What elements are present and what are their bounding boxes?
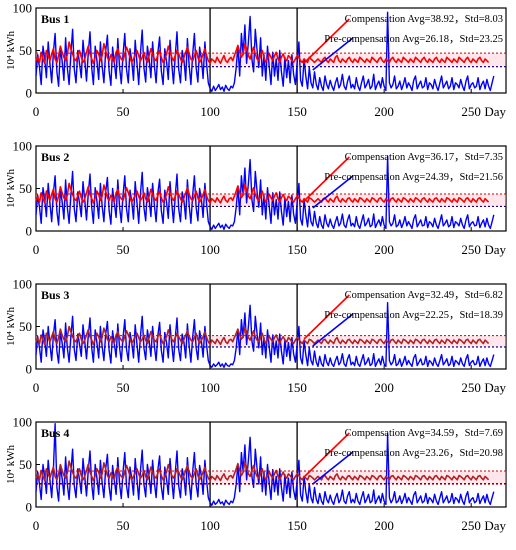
x-tick-label: 250 [461,380,481,395]
y-axis-label: 10⁴ kWh [5,31,17,70]
annotation-arrow-compensation [303,156,350,202]
x-tick-label: 0 [33,242,40,257]
std-band [36,335,506,348]
x-tick-label: 200 [374,380,394,395]
chart-panel-3: Compensation Avg=32.49，Std=6.82 Pre-compe… [5,277,507,395]
x-tick-label: 100 [200,242,220,257]
y-tick-label: 50 [19,319,32,334]
y-tick-label: 50 [19,181,32,196]
annotation-compensation: Compensation Avg=38.92，Std=8.03 [345,14,503,25]
x-tick-label: 150 [287,104,307,119]
annotation-compensation: Compensation Avg=32.49，Std=6.82 [345,290,503,301]
y-tick-label: 50 [19,457,32,472]
x-tick-label: 250 [461,104,481,119]
panel-title: Bus 1 [41,12,69,26]
x-tick-label: 50 [117,380,130,395]
panel-title: Bus 2 [41,150,69,164]
x-tick-label: 150 [287,518,307,533]
annotation-arrow-pre-compensation [312,175,354,209]
x-tick-label: 150 [287,242,307,257]
x-tick-label: 250 [461,242,481,257]
x-tick-label: 100 [200,104,220,119]
x-tick-label: 150 [287,380,307,395]
y-tick-label: 100 [13,139,33,154]
x-tick-label: 0 [33,518,40,533]
x-tick-label: 100 [200,518,220,533]
annotation-pre-compensation: Pre-compensation Avg=22.25，Std=18.39 [324,310,503,321]
chart-panel-2: Compensation Avg=36.17，Std=7.35 Pre-compe… [5,139,507,257]
x-axis-label: Day [484,104,506,119]
y-axis-label: 10⁴ kWh [5,169,17,208]
x-tick-label: 200 [374,104,394,119]
x-tick-label: 100 [200,380,220,395]
panel-title: Bus 3 [41,288,69,302]
x-tick-label: 250 [461,518,481,533]
annotation-arrow-pre-compensation [312,37,354,71]
compensation-series-line [35,460,490,482]
x-tick-label: 200 [374,518,394,533]
annotation-arrow-compensation [303,18,350,64]
y-tick-label: 0 [26,500,33,515]
x-tick-label: 0 [33,380,40,395]
y-axis-label: 10⁴ kWh [5,445,17,484]
y-tick-label: 100 [13,1,33,16]
compensation-series-line [35,182,490,204]
annotation-compensation: Compensation Avg=36.17，Std=7.35 [345,152,503,163]
y-tick-label: 100 [13,415,33,430]
y-tick-label: 0 [26,224,33,239]
annotation-pre-compensation: Pre-compensation Avg=24.39，Std=21.56 [324,172,503,183]
annotation-compensation: Compensation Avg=34.59，Std=7.69 [345,428,503,439]
annotation-arrow-compensation [303,294,350,340]
x-tick-label: 50 [117,104,130,119]
x-tick-label: 0 [33,104,40,119]
y-tick-label: 0 [26,362,33,377]
x-tick-label: 50 [117,518,130,533]
x-axis-label: Day [484,242,506,257]
pre-compensation-series-line [35,302,495,368]
chart-panel-1: Compensation Avg=38.92，Std=8.03 Pre-compe… [5,1,507,119]
y-tick-label: 100 [13,277,33,292]
x-tick-label: 200 [374,242,394,257]
annotation-arrow-pre-compensation [312,451,354,485]
y-tick-label: 0 [26,86,33,101]
panel-title: Bus 4 [41,426,69,440]
compensation-series-line [35,325,490,346]
chart-panel-4: Compensation Avg=34.59，Std=7.69 Pre-compe… [5,415,507,533]
y-axis-label: 10⁴ kWh [5,307,17,346]
x-tick-label: 50 [117,242,130,257]
compensation-series-line [35,41,490,65]
annotation-arrow-pre-compensation [312,313,354,347]
annotation-arrow-compensation [303,432,350,478]
x-axis-label: Day [484,380,506,395]
y-tick-label: 50 [19,43,32,58]
annotation-pre-compensation: Pre-compensation Avg=26.18，Std=23.25 [324,34,503,45]
annotation-pre-compensation: Pre-compensation Avg=23.26，Std=20.98 [324,448,503,459]
x-axis-label: Day [484,518,506,533]
